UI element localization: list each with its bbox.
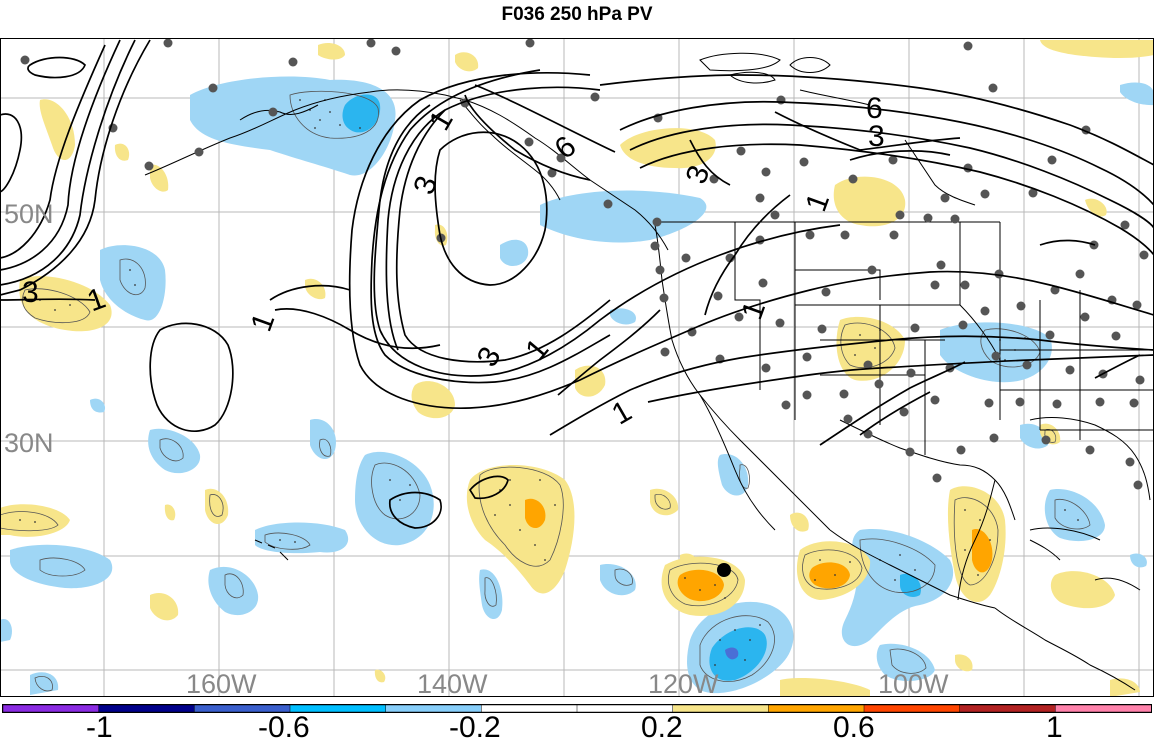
coastlines-and-borders (144, 52, 1154, 691)
colorbar-tick-label: 0.2 (641, 711, 683, 739)
colorbar-frame (2, 704, 1152, 713)
colorbar-cell (959, 704, 1057, 713)
anomaly-thin-contours (0, 90, 1091, 692)
lon-label-140w: 140W (417, 669, 488, 699)
colorbar-tick-label: 1 (1046, 711, 1063, 739)
lat-label-30n: 30N (4, 428, 54, 458)
colorbar-tick-label: -1 (86, 711, 113, 739)
contour-label: 3 (868, 120, 885, 153)
colorbar: -1 -0.6 -0.2 0.2 0.6 1 (2, 704, 1152, 739)
contour-label: 6 (866, 92, 883, 125)
pv-contours (0, 39, 1154, 529)
map-title: F036 250 hPa PV (501, 4, 653, 25)
storm-marker (717, 563, 731, 577)
colorbar-cell (863, 704, 961, 713)
lat-label-50n: 50N (4, 199, 54, 229)
positive-anomaly-shading (0, 40, 1154, 697)
colorbar-tick-label: 0.6 (833, 711, 875, 739)
colorbar-tick-label: -0.6 (258, 711, 310, 739)
colorbar-cell (1055, 704, 1152, 713)
colorbar-cells (2, 704, 1152, 713)
colorbar-tick-label: -0.2 (449, 711, 501, 739)
map-plot-area: 3 1 1 3 1 3 6 3 1 6 3 1 1 1 50N 30N 160W… (0, 38, 1154, 699)
lon-label-160w: 160W (186, 669, 257, 699)
colorbar-cell (98, 704, 196, 713)
lon-label-120w: 120W (648, 669, 719, 699)
lon-label-100w: 100W (878, 669, 949, 699)
colorbar-cell (672, 704, 770, 713)
contour-label: 3 (22, 276, 39, 309)
colorbar-cell (2, 704, 100, 713)
